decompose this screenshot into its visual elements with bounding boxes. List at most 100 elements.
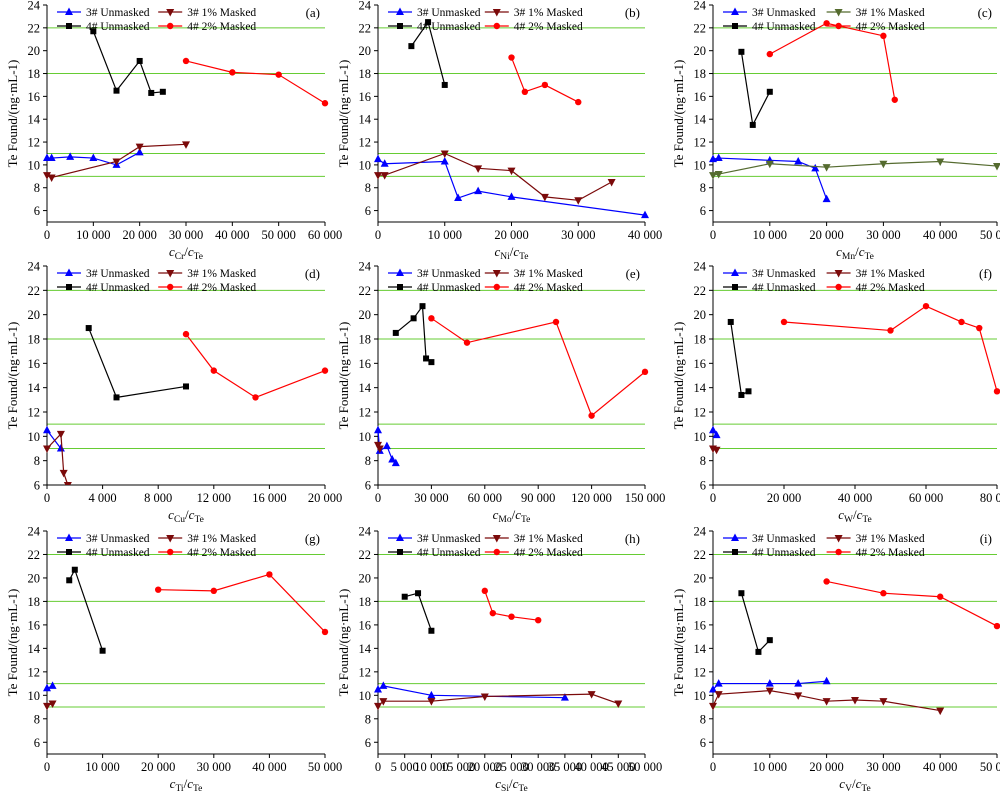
legend-item: 3# Unmasked (57, 533, 150, 545)
x-axis-title-part: Te (521, 515, 530, 525)
x-tick-label: 8 000 (144, 491, 172, 505)
y-tick-label: 16 (694, 618, 707, 632)
data-point-triangle (396, 533, 404, 541)
data-point-square (66, 23, 72, 29)
panel-label: (e) (626, 266, 640, 281)
series-line (158, 573, 326, 633)
data-point-triangle (440, 156, 449, 165)
legend-label: 4# 2% Masked (187, 282, 256, 294)
y-tick-label: 12 (359, 136, 372, 150)
y-axis-title: Te Found/(ng·mL-1) (336, 589, 351, 697)
x-tick-label: 25 000 (494, 760, 528, 774)
legend-item: 4# 2% Masked (484, 547, 583, 559)
x-tick-label: 30 000 (866, 760, 900, 774)
x-tick-label: 30 000 (197, 760, 231, 774)
y-tick-label: 16 (359, 357, 372, 371)
legend-label: 4# 2% Masked (856, 282, 925, 294)
legend-item: 3# 1% Masked (484, 268, 583, 280)
series-3-1-masked (709, 687, 945, 716)
series-4-unmasked (85, 325, 189, 401)
series-line (185, 60, 326, 104)
legend-label: 3# Unmasked (86, 7, 150, 19)
data-point-square (732, 284, 738, 290)
data-point-triangle-down (474, 165, 483, 173)
data-point-triangle-down (112, 158, 121, 166)
data-point-triangle-down (714, 171, 723, 179)
data-point-circle (275, 71, 282, 78)
data-point-triangle (765, 679, 774, 687)
data-point-square (99, 647, 106, 654)
legend-label: 3# 1% Masked (187, 533, 256, 545)
y-tick-label: 22 (359, 284, 372, 298)
series-line (92, 31, 163, 94)
y-tick-label: 10 (359, 430, 372, 444)
x-axis-title-part: Te (861, 784, 870, 792)
series-line (395, 304, 432, 363)
x-tick-label: 50 000 (261, 228, 295, 242)
y-tick-label: 12 (694, 406, 707, 420)
x-tick-label: 20 000 (809, 228, 843, 242)
x-axis-title-part: c (188, 244, 194, 259)
data-point-triangle-down (507, 167, 516, 176)
data-point-circle (835, 283, 842, 291)
data-point-triangle (709, 425, 717, 434)
y-tick-label: 20 (28, 44, 41, 58)
x-tick-label: 0 (710, 760, 716, 774)
x-axis-title-part: c (493, 507, 499, 522)
x-axis-title: cMn/cTe (836, 244, 874, 262)
legend-label: 3# 1% Masked (187, 268, 256, 280)
y-tick-label: 22 (28, 284, 41, 298)
data-point-square (428, 627, 435, 634)
y-tick-label: 6 (365, 204, 371, 218)
data-point-circle (167, 283, 174, 291)
data-point-circle (880, 590, 887, 597)
legend-label: 3# 1% Masked (514, 7, 583, 19)
x-axis-title: cW/cTe (838, 507, 872, 525)
panel-label: (a) (306, 5, 320, 20)
data-point-square (415, 590, 422, 597)
x-tick-label: 20 000 (308, 491, 342, 505)
legend-label: 4# 2% Masked (514, 282, 583, 294)
x-tick-label: 4 000 (89, 491, 117, 505)
y-tick-label: 10 (694, 689, 707, 703)
y-tick-label: 10 (694, 430, 707, 444)
data-point-triangle (388, 454, 397, 463)
data-point-circle (252, 394, 259, 401)
y-tick-label: 16 (28, 357, 41, 371)
data-point-triangle-down (380, 172, 389, 180)
series-3-unmasked (43, 425, 65, 452)
x-axis-title: cMo/cTe (493, 507, 531, 525)
data-point-circle (993, 388, 1000, 395)
x-tick-label: 45 000 (601, 760, 635, 774)
data-point-circle (835, 548, 842, 556)
data-point-triangle-down (480, 693, 489, 701)
legend-item: 3# 1% Masked (484, 533, 583, 545)
data-point-triangle-down (765, 687, 774, 696)
data-point-square (425, 19, 432, 26)
data-point-triangle (396, 268, 404, 276)
data-point-square (66, 549, 72, 555)
series-4-2-masked (508, 54, 582, 106)
data-point-square (738, 391, 745, 398)
series-line (46, 429, 62, 449)
series-line (826, 580, 998, 627)
legend-label: 4# Unmasked (417, 21, 481, 33)
x-axis-title-part: c (495, 776, 501, 791)
legend-label: 4# Unmasked (86, 282, 150, 294)
data-point-triangle-down (712, 446, 721, 455)
x-tick-label: 10 000 (85, 760, 119, 774)
y-tick-label: 8 (700, 181, 706, 195)
legend-label: 3# Unmasked (417, 268, 481, 280)
data-point-triangle-down (166, 270, 175, 278)
data-point-triangle-down (440, 150, 449, 158)
y-tick-label: 8 (700, 454, 706, 468)
series-4-unmasked (738, 48, 773, 128)
y-tick-label: 10 (28, 158, 41, 172)
chart-panel-e: 6 8 10 12 14 16 18 20 22 24 0 30 000 60 000 90 000 120… (336, 260, 665, 526)
data-point-circle (976, 324, 983, 332)
legend-label: 4# Unmasked (752, 21, 816, 33)
series-3-unmasked (709, 676, 831, 693)
y-tick-label: 20 (694, 571, 707, 585)
series-4-unmasked (392, 303, 435, 366)
data-point-triangle (794, 156, 803, 165)
